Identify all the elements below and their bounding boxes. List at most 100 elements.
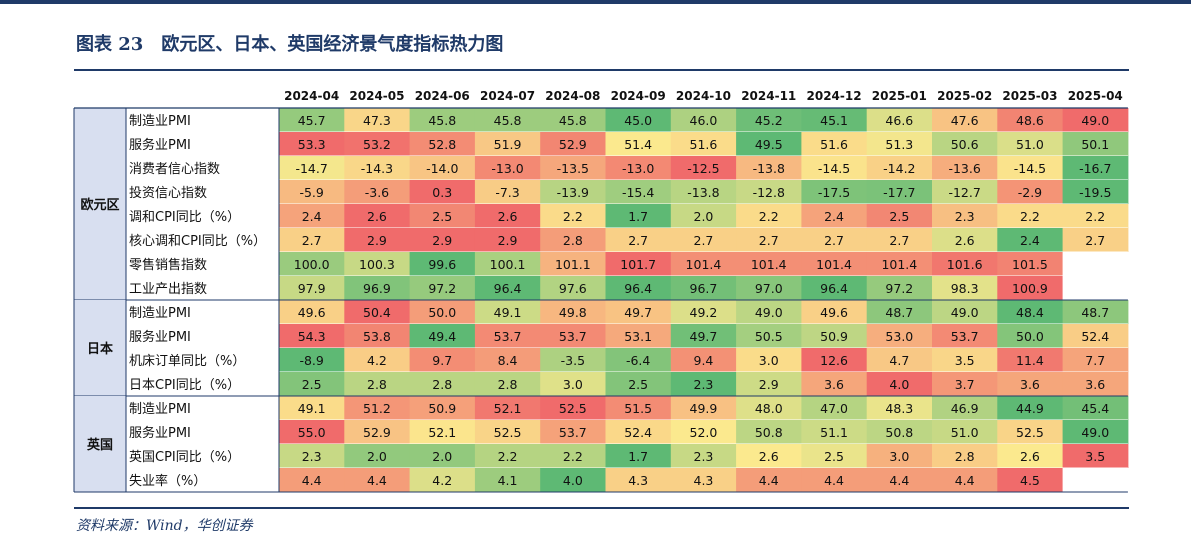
heat-cell [932, 348, 998, 372]
heat-cell [279, 180, 345, 204]
cell-value: 3.0 [889, 449, 909, 464]
cell-value: 4.4 [955, 473, 975, 488]
cell-value: 2.9 [367, 233, 387, 248]
heat-cell [344, 204, 411, 228]
heat-cell [1062, 180, 1129, 204]
heat-cell [344, 468, 411, 492]
heat-cell [344, 348, 411, 372]
heat-cell [736, 204, 802, 228]
heat-cell [1062, 348, 1129, 372]
cell-value: 52.5 [559, 401, 587, 416]
heat-cell [344, 108, 411, 132]
heat-cell [344, 444, 411, 468]
heat-cell [1062, 252, 1129, 276]
cell-value: 101.4 [881, 257, 917, 272]
cell-value: -13.8 [753, 161, 785, 176]
cell-value: 4.1 [498, 473, 518, 488]
cell-value: 2.8 [432, 377, 452, 392]
heat-cell [866, 156, 933, 180]
heat-cell [540, 420, 606, 444]
cell-value: 49.9 [690, 401, 718, 416]
heat-cell [279, 156, 345, 180]
cell-value: 49.0 [1081, 113, 1109, 128]
cell-value: 4.0 [889, 377, 909, 392]
heat-cell [670, 420, 737, 444]
heat-cell [801, 228, 868, 252]
cell-value: 53.8 [363, 329, 391, 344]
heat-cell [409, 276, 476, 300]
heat-cell [736, 180, 802, 204]
cell-value: 99.6 [428, 257, 456, 272]
cell-value: 2.6 [759, 449, 779, 464]
heat-cell [474, 132, 541, 156]
cell-value: -3.5 [561, 353, 585, 368]
cell-value: 8.4 [498, 353, 518, 368]
cell-value: 50.0 [1016, 329, 1044, 344]
heat-cell [605, 276, 672, 300]
heat-cell [866, 468, 933, 492]
cell-value: 2.7 [1085, 233, 1105, 248]
heat-cell [1062, 324, 1129, 348]
column-header: 2024-10 [676, 89, 731, 103]
heat-cell [605, 468, 672, 492]
cell-value: 48.7 [1081, 305, 1109, 320]
cell-value: 45.8 [428, 113, 456, 128]
heat-cell [540, 252, 606, 276]
cell-value: 101.6 [947, 257, 983, 272]
cell-value: 52.5 [1016, 425, 1044, 440]
cell-value: 3.6 [1020, 377, 1040, 392]
heat-cell [540, 372, 606, 396]
cell-value: -12.7 [948, 185, 980, 200]
row-label: 机床订单同比（%） [129, 354, 245, 369]
heat-cell [409, 468, 476, 492]
heat-cell [1062, 444, 1129, 468]
heat-cell [736, 300, 802, 324]
heat-cell [801, 276, 868, 300]
heat-cell [279, 324, 345, 348]
heat-cell [409, 108, 476, 132]
cell-value: 45.2 [755, 113, 783, 128]
cell-value: 53.7 [559, 425, 587, 440]
row-label-bg [126, 420, 279, 444]
cell-value: 46.0 [690, 113, 718, 128]
cell-value: -13.0 [491, 161, 523, 176]
heat-cell [736, 324, 802, 348]
cell-value: -12.5 [687, 161, 719, 176]
column-header: 2025-04 [1068, 89, 1123, 103]
heat-cell [736, 444, 802, 468]
heat-cell [474, 252, 541, 276]
heat-cell [409, 180, 476, 204]
cell-value: 49.1 [494, 305, 522, 320]
heat-cell [279, 372, 345, 396]
cell-value: -13.6 [948, 161, 980, 176]
column-header: 2025-01 [872, 89, 927, 103]
heat-cell [344, 132, 411, 156]
cell-value: 49.7 [690, 329, 718, 344]
cell-value: -19.5 [1079, 185, 1111, 200]
heat-cell [474, 348, 541, 372]
heat-cell [670, 228, 737, 252]
cell-value: 101.5 [1012, 257, 1048, 272]
heat-cell [409, 420, 476, 444]
cell-value: 97.0 [755, 281, 783, 296]
heat-cell [1062, 108, 1129, 132]
cell-value: 49.7 [624, 305, 652, 320]
row-label: 服务业PMI [129, 425, 191, 441]
column-header: 2024-12 [807, 89, 862, 103]
cell-value: 2.6 [367, 209, 387, 224]
region-label: 英国 [86, 437, 113, 453]
heat-cell [997, 372, 1064, 396]
cell-value: 4.3 [628, 473, 648, 488]
cell-value: -14.5 [1014, 161, 1046, 176]
cell-value: 50.8 [755, 425, 783, 440]
heat-cell [540, 444, 606, 468]
heat-cell [997, 468, 1064, 492]
cell-value: 2.3 [694, 377, 714, 392]
cell-value: 97.9 [298, 281, 326, 296]
heat-cell [409, 300, 476, 324]
cell-value: 47.6 [951, 113, 979, 128]
cell-value: 45.0 [624, 113, 652, 128]
cell-value: 3.6 [824, 377, 844, 392]
cell-value: 52.1 [428, 425, 456, 440]
cell-value: 3.0 [563, 377, 583, 392]
